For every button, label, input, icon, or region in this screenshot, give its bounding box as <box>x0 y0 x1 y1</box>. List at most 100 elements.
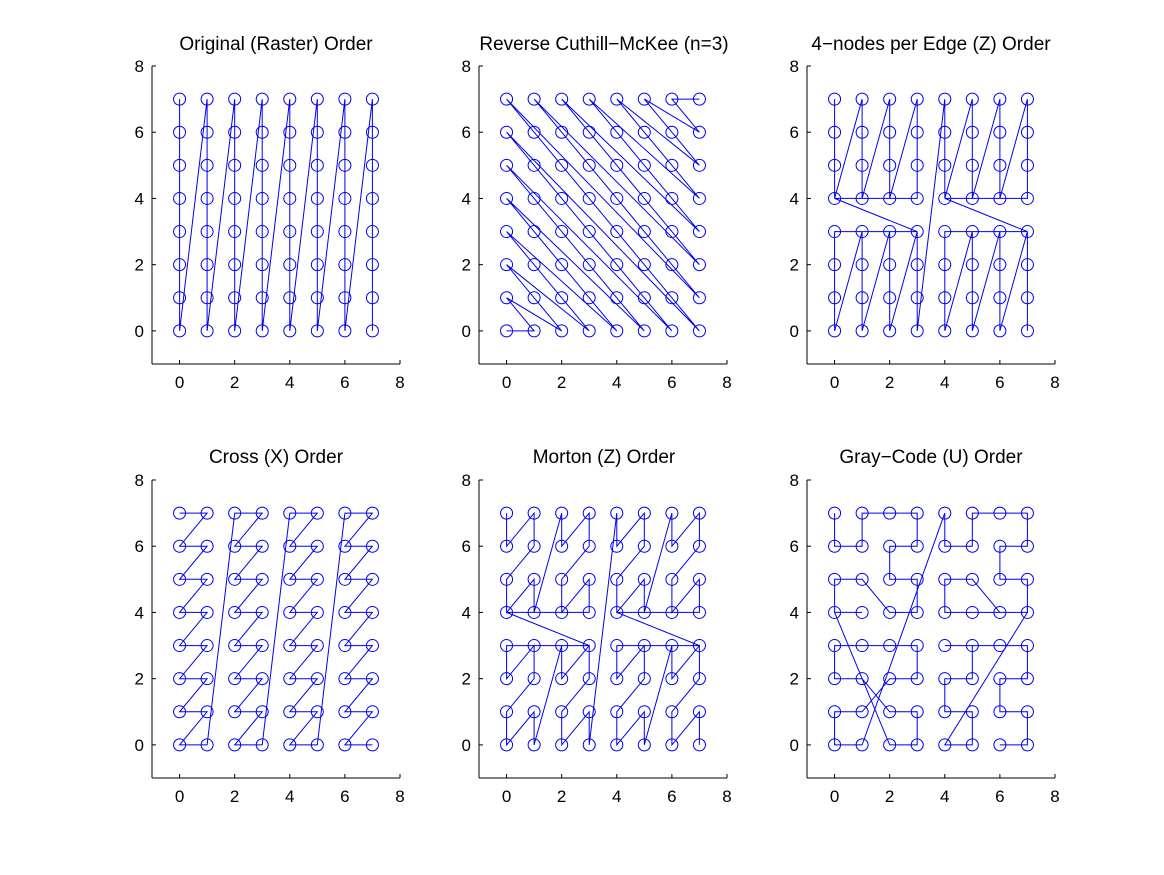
grid-node-marker <box>173 125 187 139</box>
grid-node-marker <box>910 639 924 653</box>
grid-node-marker <box>965 225 979 239</box>
grid-node-marker <box>610 539 624 553</box>
y-tick-label: 8 <box>790 57 799 76</box>
grid-node-marker <box>255 605 269 619</box>
grid-node-marker <box>228 672 242 686</box>
grid-node-marker <box>365 191 379 205</box>
grid-node-marker <box>1020 639 1034 653</box>
grid-node-marker <box>610 125 624 139</box>
grid-node-marker <box>938 191 952 205</box>
grid-node-marker <box>855 605 869 619</box>
grid-node-marker <box>338 639 352 653</box>
grid-node-marker <box>527 158 541 172</box>
grid-node-marker <box>527 92 541 106</box>
grid-node-marker <box>1020 92 1034 106</box>
grid-node-marker <box>965 539 979 553</box>
y-tick-label: 4 <box>135 603 144 622</box>
x-tick-label: 6 <box>667 373 676 392</box>
grid-node-marker <box>500 572 514 586</box>
x-tick-label: 6 <box>995 373 1004 392</box>
grid-node-marker <box>582 291 596 305</box>
grid-node-marker <box>665 125 679 139</box>
grid-node-marker <box>665 639 679 653</box>
grid-node-marker <box>555 324 569 338</box>
grid-node-marker <box>1020 291 1034 305</box>
grid-node-marker <box>200 225 214 239</box>
grid-node-marker <box>828 125 842 139</box>
grid-node-marker <box>228 324 242 338</box>
grid-node-marker <box>338 291 352 305</box>
grid-node-marker <box>365 572 379 586</box>
grid-node-marker <box>310 506 324 520</box>
x-tick-label: 2 <box>230 787 239 806</box>
grid-node-marker <box>637 705 651 719</box>
y-tick-label: 8 <box>462 471 471 490</box>
grid-node-marker <box>855 738 869 752</box>
grid-node-marker <box>582 225 596 239</box>
grid-node-marker <box>993 92 1007 106</box>
grid-node-marker <box>828 572 842 586</box>
grid-node-marker <box>582 158 596 172</box>
grid-node-marker <box>500 605 514 619</box>
grid-node-marker <box>255 705 269 719</box>
grid-node-marker <box>637 258 651 272</box>
grid-node-marker <box>938 705 952 719</box>
grid-node-marker <box>637 506 651 520</box>
grid-node-marker <box>1020 158 1034 172</box>
grid-node-marker <box>527 672 541 686</box>
grid-node-marker <box>555 539 569 553</box>
grid-node-marker <box>310 639 324 653</box>
grid-node-marker <box>555 572 569 586</box>
grid-node-marker <box>692 158 706 172</box>
grid-node-marker <box>692 92 706 106</box>
grid-node-marker <box>500 705 514 719</box>
grid-node-marker <box>255 639 269 653</box>
grid-node-marker <box>173 705 187 719</box>
grid-node-marker <box>527 225 541 239</box>
grid-node-marker <box>555 258 569 272</box>
grid-node-marker <box>228 639 242 653</box>
x-tick-label: 0 <box>830 373 839 392</box>
grid-node-marker <box>637 125 651 139</box>
grid-node-marker <box>993 605 1007 619</box>
grid-node-marker <box>365 158 379 172</box>
order-path-line <box>833 512 1029 746</box>
chart-panel-4: Cross (X) Order 0 2 4 6 8 0 2 4 6 8 <box>135 447 405 806</box>
grid-node-marker <box>365 225 379 239</box>
grid-node-marker <box>692 225 706 239</box>
grid-node-marker <box>310 672 324 686</box>
grid-node-marker <box>938 125 952 139</box>
grid-node-marker <box>338 705 352 719</box>
grid-node-marker <box>228 258 242 272</box>
grid-node-marker <box>555 639 569 653</box>
grid-node-marker <box>692 191 706 205</box>
grid-node-marker <box>527 324 541 338</box>
grid-node-marker <box>883 539 897 553</box>
grid-node-marker <box>365 324 379 338</box>
grid-node-marker <box>828 705 842 719</box>
grid-node-marker <box>610 191 624 205</box>
grid-node-marker <box>855 639 869 653</box>
grid-node-marker <box>527 191 541 205</box>
grid-node-marker <box>255 324 269 338</box>
grid-node-marker <box>665 506 679 520</box>
x-tick-label: 6 <box>340 787 349 806</box>
grid-node-marker <box>228 191 242 205</box>
chart-panel-6: Gray−Code (U) Order 0 2 4 6 8 0 2 4 6 8 <box>790 447 1060 806</box>
grid-node-marker <box>365 506 379 520</box>
grid-node-marker <box>855 324 869 338</box>
grid-node-marker <box>173 291 187 305</box>
grid-node-marker <box>500 225 514 239</box>
grid-node-marker <box>637 291 651 305</box>
grid-node-marker <box>500 125 514 139</box>
grid-node-marker <box>527 705 541 719</box>
grid-node-marker <box>338 92 352 106</box>
chart-3-title: 4−nodes per Edge (Z) Order <box>811 34 1051 55</box>
x-tick-label: 4 <box>940 373 949 392</box>
grid-node-marker <box>993 539 1007 553</box>
grid-node-marker <box>255 258 269 272</box>
grid-node-marker <box>692 672 706 686</box>
grid-node-marker <box>910 258 924 272</box>
grid-node-marker <box>527 639 541 653</box>
grid-node-marker <box>283 506 297 520</box>
